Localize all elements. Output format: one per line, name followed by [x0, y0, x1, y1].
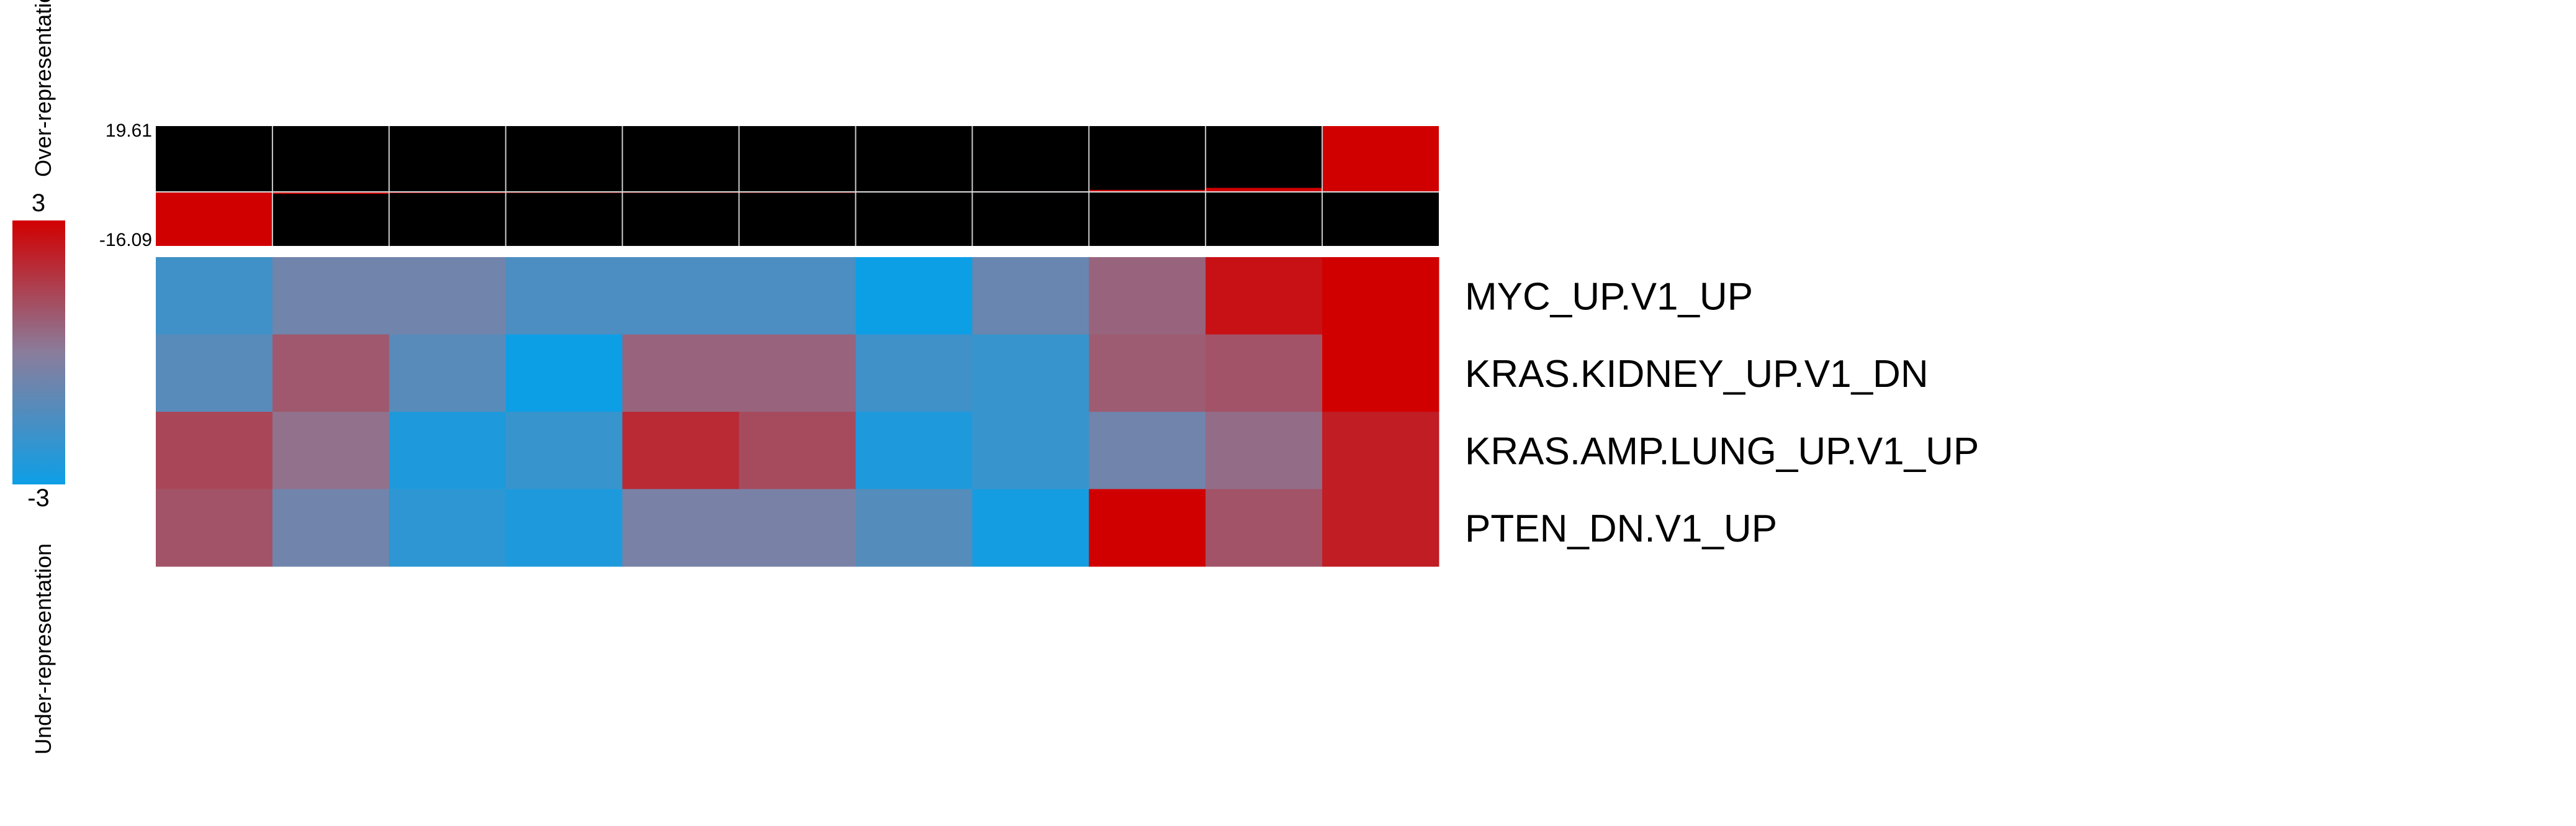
top-bar-min-label: -16.09: [99, 230, 152, 250]
heatmap-cell: [972, 489, 1089, 567]
heatmap-cell: [1322, 257, 1439, 335]
top-bar: [1089, 189, 1206, 193]
row-label: KRAS.KIDNEY_UP.V1_DN: [1465, 353, 1929, 396]
heatmap-cell: [1089, 257, 1206, 335]
heatmap-cell: [272, 257, 390, 335]
heatmap-cell: [505, 489, 623, 567]
heatmap-cell: [739, 412, 856, 489]
heatmap-cell: [1205, 334, 1323, 412]
heatmap-cell: [1205, 257, 1323, 335]
top-bar: [1205, 188, 1323, 193]
heatmap-cell: [972, 334, 1089, 412]
heatmap-cell: [272, 489, 390, 567]
row-labels: MYC_UP.V1_UP KRAS.KIDNEY_UP.V1_DN KRAS.AMP…: [1465, 275, 1979, 550]
colorbar: 3 -3: [12, 189, 65, 512]
top-bar: [156, 192, 272, 246]
heatmap-cell: [389, 334, 507, 412]
heatmap-grid: [156, 257, 1439, 567]
over-representation-label: Over-representation: [30, 0, 56, 177]
heatmap-cell: [739, 489, 856, 567]
colorbar-max-label: 3: [32, 189, 45, 217]
heatmap-cell: [855, 412, 973, 489]
heatmap-cell: [1089, 334, 1206, 412]
heatmap-cell: [156, 412, 273, 489]
heatmap-cell: [1205, 489, 1323, 567]
top-bar-chart: [156, 126, 1439, 246]
heatmap-cell: [622, 334, 740, 412]
heatmap-cell: [622, 489, 740, 567]
heatmap-cell: [739, 334, 856, 412]
heatmap-cell: [739, 257, 856, 335]
heatmap-cell: [272, 334, 390, 412]
heatmap-cell: [505, 412, 623, 489]
heatmap-cell: [622, 412, 740, 489]
heatmap-cell: [972, 257, 1089, 335]
heatmap-cell: [855, 334, 973, 412]
heatmap-cell: [389, 257, 507, 335]
heatmap-cell: [855, 489, 973, 567]
heatmap-cell: [1322, 334, 1439, 412]
row-label: PTEN_DN.V1_UP: [1465, 507, 1777, 550]
top-bar: [272, 192, 389, 194]
heatmap-cell: [156, 334, 273, 412]
heatmap-cell: [1089, 412, 1206, 489]
top-bar: [1322, 126, 1439, 193]
row-label: KRAS.AMP.LUNG_UP.V1_UP: [1465, 430, 1979, 473]
row-label: MYC_UP.V1_UP: [1465, 275, 1753, 318]
top-bar-max-label: 19.61: [106, 120, 152, 141]
heatmap-cell: [389, 489, 507, 567]
heatmap-cell: [505, 257, 623, 335]
heatmap-cell: [272, 412, 390, 489]
top-bar-background: [156, 126, 1439, 246]
heatmap-cell: [505, 334, 623, 412]
heatmap-cell: [389, 412, 507, 489]
under-representation-label: Under-representation: [30, 543, 56, 755]
heatmap-cell: [1089, 489, 1206, 567]
heatmap-cell: [156, 257, 273, 335]
heatmap-cell: [1322, 489, 1439, 567]
colorbar-min-label: -3: [27, 484, 50, 512]
heatmap-cell: [972, 412, 1089, 489]
heatmap-cell: [1205, 412, 1323, 489]
heatmap-cell: [855, 257, 973, 335]
heatmap-cell: [1322, 412, 1439, 489]
colorbar-gradient: [12, 220, 65, 484]
heatmap-cell: [622, 257, 740, 335]
heatmap-cell: [156, 489, 273, 567]
